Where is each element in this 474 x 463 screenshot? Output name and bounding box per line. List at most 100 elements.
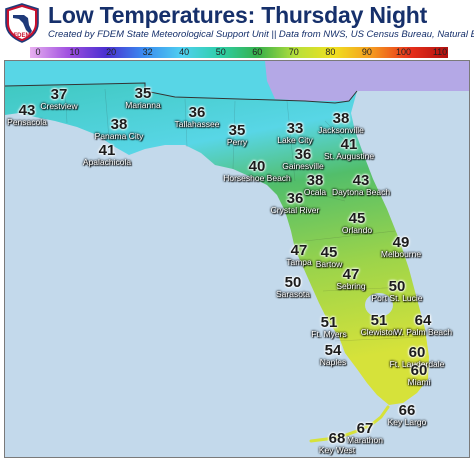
state-border xyxy=(5,82,358,104)
city-label: 43 Daytona Beach xyxy=(332,173,390,197)
city-name: Ft. Myers xyxy=(311,329,347,339)
city-temperature: 68 xyxy=(328,430,346,447)
city-label: 45 Orlando xyxy=(342,211,372,235)
city-name: Jacksonville xyxy=(318,125,364,135)
city-temperature: 40 xyxy=(248,158,266,175)
city-label: 40 Horseshoe Beach xyxy=(223,159,291,183)
city-name: Panama City xyxy=(94,131,144,141)
city-label: 43 Pensacola xyxy=(7,103,47,127)
city-label: 50 Sarasota xyxy=(276,275,310,299)
city-name: Perry xyxy=(226,137,248,147)
city-name: Daytona Beach xyxy=(331,187,391,197)
city-label: 60 Miami xyxy=(408,363,431,387)
legend-tick-label: 32 xyxy=(142,47,153,57)
nw-corner-land xyxy=(265,61,469,101)
city-temperature: 60 xyxy=(410,362,428,379)
city-temperature: 64 xyxy=(414,312,432,329)
city-label: 60 Ft. Lauderdale xyxy=(390,345,445,369)
city-temperature: 35 xyxy=(228,122,246,139)
city-label: 68 Key West xyxy=(319,431,355,455)
city-name: Marianna xyxy=(125,100,161,110)
city-temperature: 54 xyxy=(324,342,342,359)
city-label: 67 Marathon xyxy=(347,421,383,445)
legend-tick-label: 60 xyxy=(252,47,263,57)
city-temperature: 51 xyxy=(320,314,338,331)
city-temperature: 35 xyxy=(134,85,152,102)
city-name: St. Augustine xyxy=(323,151,375,161)
city-label: 41 St. Augustine xyxy=(324,137,374,161)
city-temperature: 33 xyxy=(286,120,304,137)
city-temperature: 47 xyxy=(290,242,308,259)
city-label: 50 Port St. Lucie xyxy=(371,279,422,303)
city-temperature: 41 xyxy=(98,142,116,159)
florida-map: 37 Crestview 43 Pensacola 35 Marianna 38 Panama… xyxy=(4,60,470,458)
city-temperature: 43 xyxy=(18,102,36,119)
city-label: 36 Crystal River xyxy=(271,191,320,215)
legend-tick-label: 0 xyxy=(35,47,41,57)
legend-tick-label: 40 xyxy=(179,47,190,57)
map-title: Low Temperatures: Thursday Night xyxy=(48,2,428,28)
lake-okeechobee xyxy=(365,293,393,317)
city-name: Ocala xyxy=(303,187,327,197)
city-name: Lake City xyxy=(277,135,313,145)
legend-tick-label: 50 xyxy=(215,47,226,57)
city-temperature: 37 xyxy=(50,86,68,103)
legend-tick-label: 90 xyxy=(361,47,372,57)
city-label: 36 Tallahassee xyxy=(175,105,220,129)
temperature-legend: 0 10 20 32 40 50 60 70 80 90 100 110 xyxy=(30,47,448,58)
city-name: Horseshoe Beach xyxy=(223,173,291,183)
legend-tick-label: 70 xyxy=(288,47,299,57)
city-temperature: 47 xyxy=(342,266,360,283)
logo-text: FDEM xyxy=(14,33,31,39)
legend-tick-labels: 0 10 20 32 40 50 60 70 80 90 100 110 xyxy=(30,47,448,58)
city-name: Tampa xyxy=(286,257,312,267)
city-temperature: 36 xyxy=(286,190,304,207)
city-name: Crestview xyxy=(40,101,78,111)
city-label: 38 Panama City xyxy=(95,117,144,141)
city-label: 37 Crestview xyxy=(40,87,77,111)
city-name: Ft. Lauderdale xyxy=(389,359,445,369)
city-name: Port St. Lucie xyxy=(371,293,423,303)
city-name: Pensacola xyxy=(7,117,47,127)
city-name: Naples xyxy=(319,357,347,367)
city-label: 51 Clewiston xyxy=(361,313,398,337)
city-temperature: 36 xyxy=(188,104,206,121)
legend-tick-label: 110 xyxy=(432,47,448,57)
city-name: W. Palm Beach xyxy=(393,327,453,337)
city-name: Gainesville xyxy=(282,161,324,171)
city-name: Bartow xyxy=(315,259,343,269)
city-temperature: 43 xyxy=(352,172,370,189)
map-subtitle: Created by FDEM State Meteorological Sup… xyxy=(48,29,474,40)
city-name: Apalachicola xyxy=(82,157,132,167)
city-name: Miami xyxy=(407,377,431,387)
city-temperature: 38 xyxy=(332,110,350,127)
header: FDEM Low Temperatures: Thursday Night Cr… xyxy=(0,0,474,46)
city-temperature: 66 xyxy=(398,402,416,419)
city-name: Crystal River xyxy=(270,205,320,215)
city-label: 41 Apalachicola xyxy=(83,143,131,167)
city-temperature: 50 xyxy=(284,274,302,291)
city-label: 47 Tampa xyxy=(286,243,312,267)
legend-tick-label: 100 xyxy=(395,47,411,57)
city-name: Melbourne xyxy=(380,249,422,259)
legend-tick-label: 10 xyxy=(69,47,80,57)
city-temperature: 45 xyxy=(320,244,338,261)
city-temperature: 36 xyxy=(294,146,312,163)
city-label: 38 Ocala xyxy=(304,173,326,197)
city-label: 47 Sebring xyxy=(336,267,365,291)
city-label: 66 Key Largo xyxy=(388,403,427,427)
city-temperature: 41 xyxy=(340,136,358,153)
city-label: 49 Melbourne xyxy=(381,235,421,259)
city-name: Key Largo xyxy=(387,417,427,427)
florida-keys xyxy=(309,405,390,443)
city-name: Marathon xyxy=(347,435,383,445)
city-temperature: 49 xyxy=(392,234,410,251)
legend-tick-label: 20 xyxy=(106,47,117,57)
city-name: Orlando xyxy=(341,225,373,235)
county-lines xyxy=(64,88,424,342)
city-label: 51 Ft. Myers xyxy=(311,315,346,339)
city-temperature: 60 xyxy=(408,344,426,361)
city-name: Sebring xyxy=(336,281,366,291)
city-label: 36 Gainesville xyxy=(282,147,324,171)
